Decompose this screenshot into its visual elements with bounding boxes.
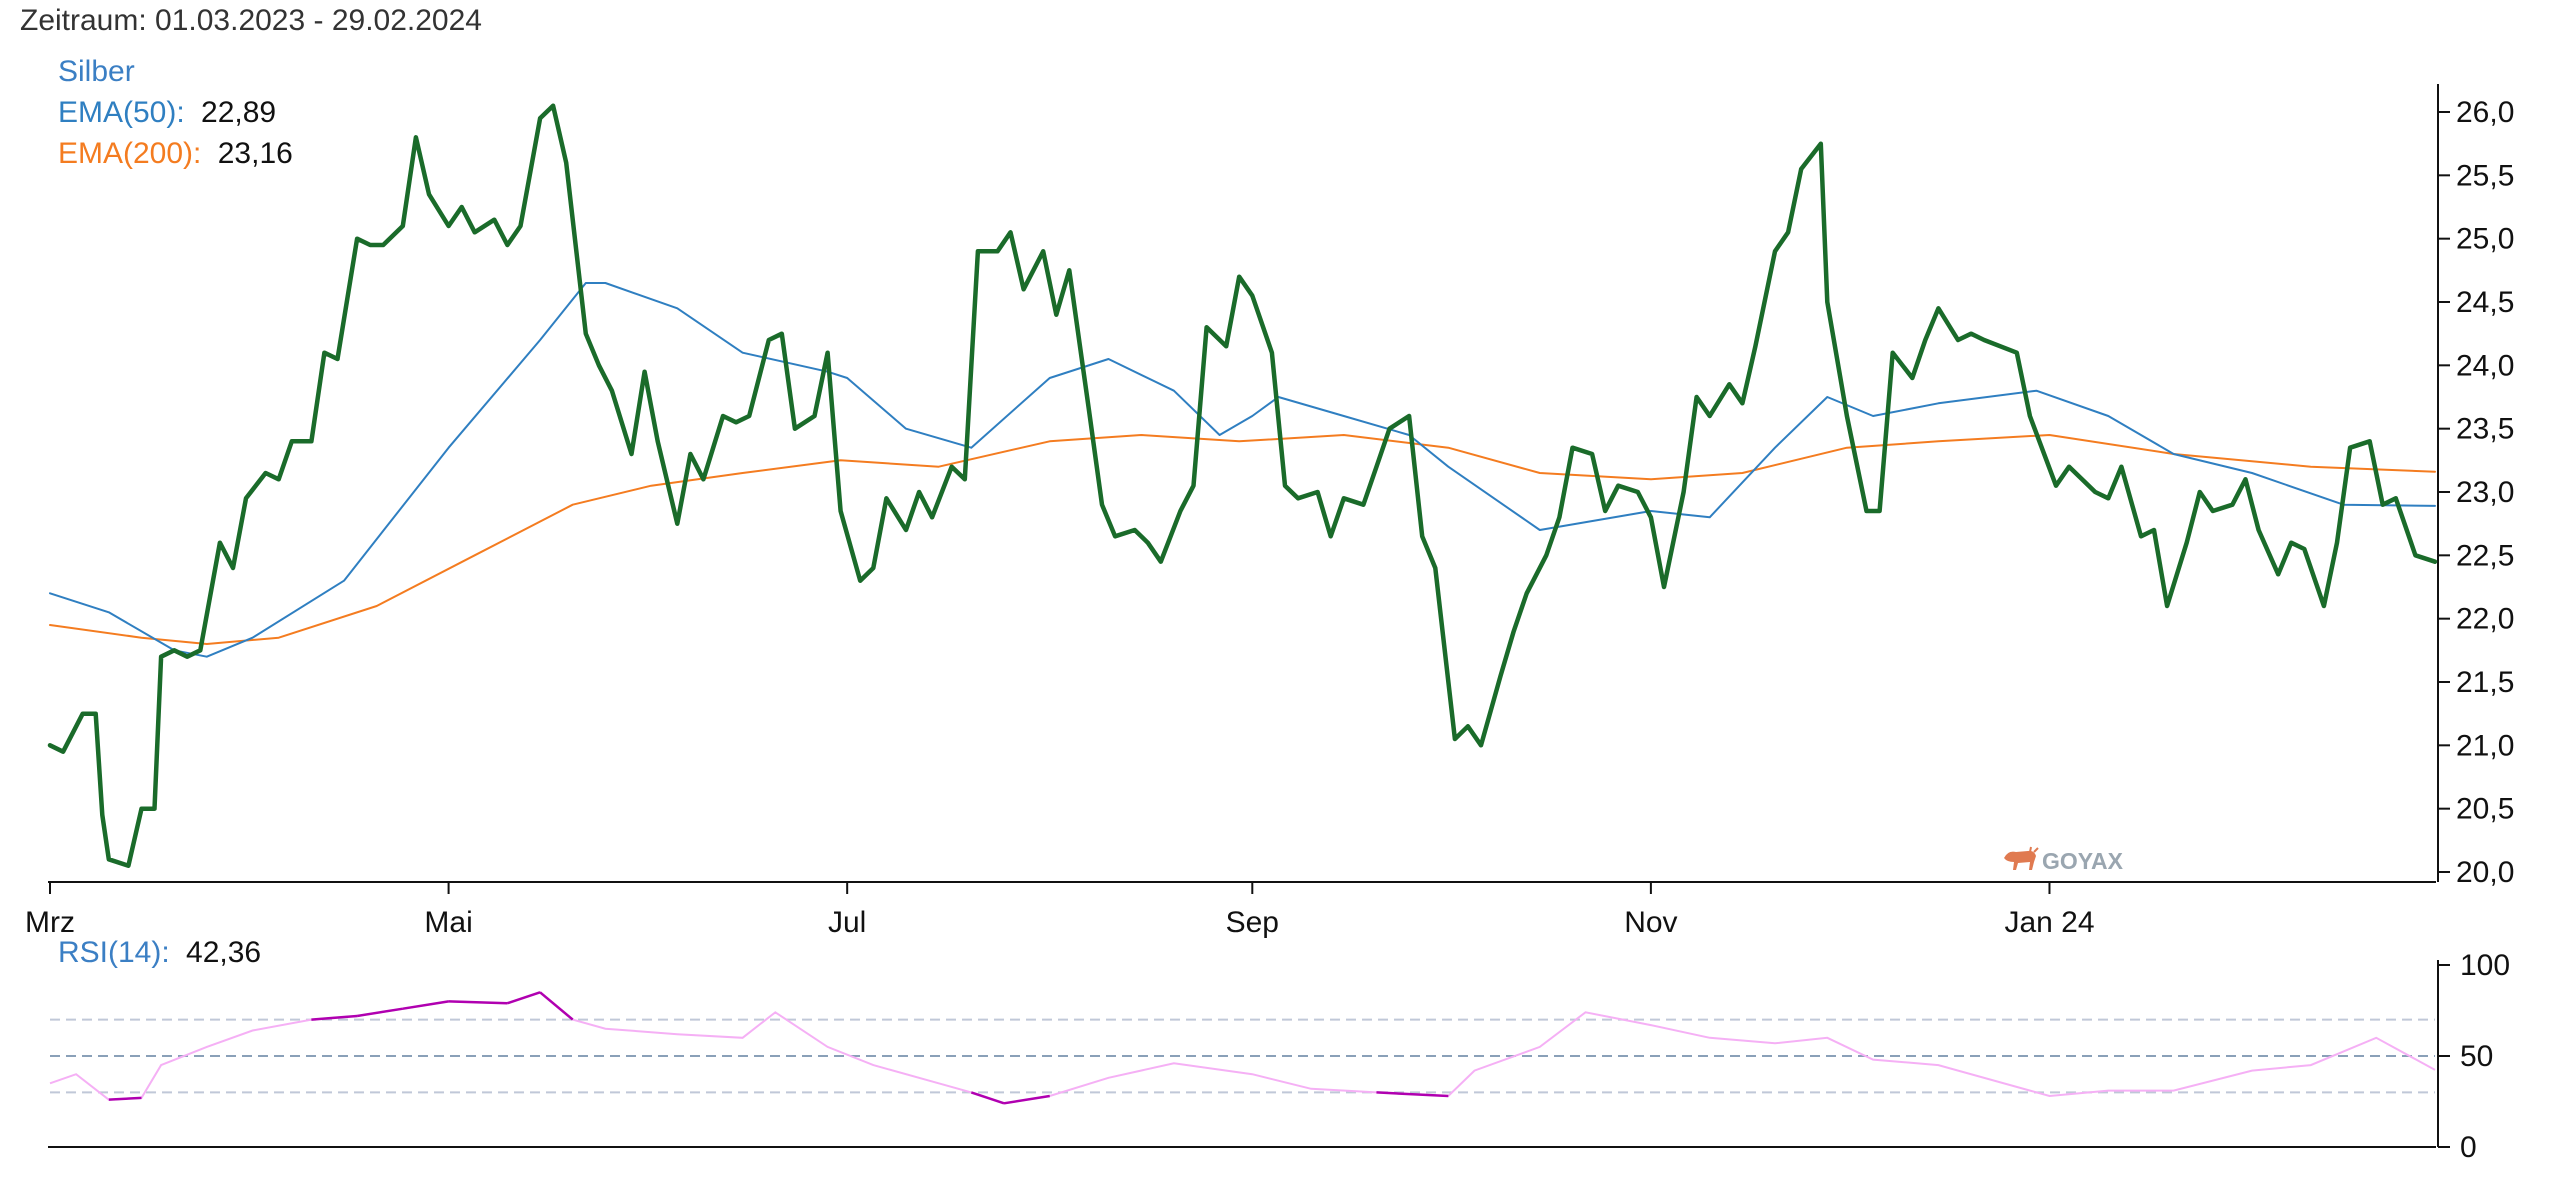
rsi-extreme-segment — [448, 1000, 508, 1005]
watermark-text: GOYAX — [2042, 848, 2124, 874]
x-tick-label: Jan 24 — [2004, 906, 2094, 939]
rsi-extreme-segment — [311, 1014, 358, 1021]
price-series-group — [47, 103, 2438, 868]
instrument-name: Silber — [58, 55, 135, 88]
x-tick-label: Mrz — [25, 906, 75, 939]
rsi-label: RSI(14): — [58, 936, 170, 969]
rsi-legend: RSI(14): 42,36 — [58, 936, 261, 969]
ema50-value: 22,89 — [201, 96, 276, 129]
rsi-extreme-segment — [970, 1091, 1005, 1105]
rsi-extreme-segment — [108, 1096, 142, 1101]
rsi-y-tick-label: 50 — [2460, 1040, 2493, 1073]
price-panel: 20,0 20,5 21,0 21,5 22,0 22,5 23,0 23,5 24,0 24,5… — [25, 84, 2514, 939]
price-y-tick-label: 23,0 — [2456, 476, 2514, 509]
ema50-legend: EMA(50): 22,89 — [58, 96, 276, 129]
price-y-tick-label: 24,5 — [2456, 286, 2514, 319]
x-tick-label: Sep — [1226, 906, 1279, 939]
x-tick-label: Nov — [1624, 906, 1677, 939]
rsi-extreme-segment — [402, 1000, 449, 1010]
price-y-tick-label: 23,5 — [2456, 413, 2514, 446]
price-y-tick-label: 20,5 — [2456, 793, 2514, 826]
ema200-legend: EMA(200): 23,16 — [58, 137, 293, 170]
ema200-value: 23,16 — [218, 137, 293, 170]
ema50-label: EMA(50): — [58, 96, 185, 129]
x-tick-label: Mai — [424, 906, 472, 939]
rsi-y-tick-label: 100 — [2460, 949, 2510, 982]
price-y-tick-label: 22,0 — [2456, 603, 2514, 636]
x-tick-label: Jul — [828, 906, 866, 939]
price-y-tick-label: 21,5 — [2456, 666, 2514, 699]
price-y-tick-label: 21,0 — [2456, 729, 2514, 762]
rsi-extreme-segment — [539, 991, 574, 1021]
rsi-value: 42,36 — [186, 936, 261, 969]
price-y-tick-label: 25,0 — [2456, 223, 2514, 256]
price-y-tick-label: 20,0 — [2456, 856, 2514, 889]
price-y-tick-label: 22,5 — [2456, 539, 2514, 572]
price-y-tick-label: 25,5 — [2456, 159, 2514, 192]
rsi-extreme-segment — [507, 991, 541, 1005]
rsi-extreme-segment — [1003, 1094, 1050, 1105]
bull-logo-icon — [2004, 846, 2039, 870]
price-y-tick-label: 24,0 — [2456, 349, 2514, 382]
rsi-y-tick-label: 0 — [2460, 1131, 2477, 1164]
period-label: Zeitraum: 01.03.2023 - 29.02.2024 — [20, 4, 482, 37]
ema200-series-line — [49, 434, 2436, 645]
rsi-extreme-segment — [1376, 1091, 1449, 1098]
goyax-watermark: GOYAX — [2004, 846, 2124, 874]
rsi-panel: 0 50 100 — [48, 949, 2510, 1164]
rsi-extreme-segment — [356, 1007, 404, 1018]
price-series-line — [47, 103, 2438, 868]
price-y-tick-label: 26,0 — [2456, 96, 2514, 129]
ema50-series-line — [49, 282, 2436, 658]
ema200-label: EMA(200): — [58, 137, 201, 170]
